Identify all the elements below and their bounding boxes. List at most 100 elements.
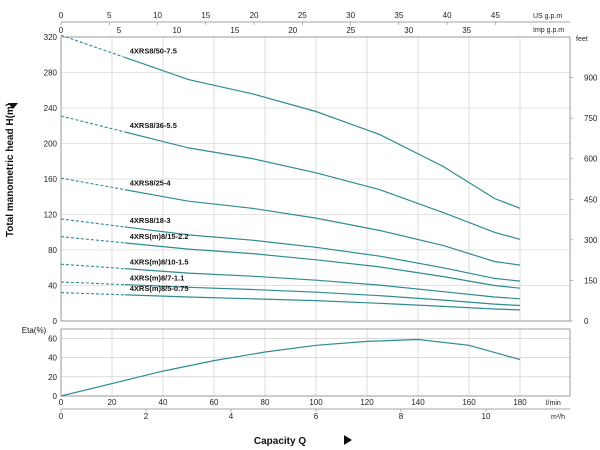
us-gpm-unit-label: US g.p.m xyxy=(533,13,562,20)
head-panel: 0 40 80 120 160 200 240 280 320 0 150 300 450 600 750 9… xyxy=(44,33,598,326)
m3h-tick-label: 6 xyxy=(314,412,319,421)
us-gpm-tick-label: 0 xyxy=(59,11,64,20)
lmin-tick-label: 80 xyxy=(261,398,270,407)
feet-unit-label: feet xyxy=(576,36,588,43)
feet-tick-label: 450 xyxy=(584,195,598,204)
head-curve-5: 4XRS(m)8/10-1.5 xyxy=(60,258,521,300)
m3h-tick-label: 8 xyxy=(399,412,404,421)
imp-gpm-unit-label: Imp g.p.m xyxy=(533,27,564,34)
us-gpm-tick-label: 45 xyxy=(491,11,500,20)
us-gpm-tick-label: 20 xyxy=(250,11,259,20)
lmin-tick-label: 180 xyxy=(513,398,527,407)
eta-panel: 0 20 40 60 xyxy=(48,328,571,401)
capacity-arrow-icon xyxy=(344,435,352,445)
head-curve-dashed xyxy=(60,34,125,58)
lmin-tick-label: 60 xyxy=(210,398,219,407)
head-curve-label: 4XRS(m)8/15-2.2 xyxy=(130,232,189,241)
head-curve-dashed xyxy=(60,177,125,191)
head-curve-label: 4XRS(m)8/5-0.75 xyxy=(130,284,189,293)
feet-tick-label: 750 xyxy=(584,114,598,123)
head-curve-4: 4XRS(m)8/15-2.2 xyxy=(60,232,521,289)
m3h-tick-label: 4 xyxy=(229,412,234,421)
us-gpm-tick-label: 15 xyxy=(201,11,210,20)
head-curve-3: 4XRS8/18-3 xyxy=(60,216,521,282)
head-curve-label: 4XRS8/36-5.5 xyxy=(130,121,177,130)
head-y-tick-label: 240 xyxy=(44,104,58,113)
head-curve-2: 4XRS8/25-4 xyxy=(60,177,521,266)
head-y-tick-label: 280 xyxy=(44,69,58,78)
head-curve-label: 4XRS(m)8/7-1.1 xyxy=(130,274,185,283)
imp-gpm-tick-label: 10 xyxy=(172,26,181,35)
eta-curve-line xyxy=(60,338,521,397)
m3h-tick-label: 0 xyxy=(59,412,64,421)
lmin-tick-label: 20 xyxy=(108,398,117,407)
head-arrow-icon xyxy=(8,103,18,109)
head-curve-line xyxy=(124,189,521,266)
us-gpm-tick-label: 35 xyxy=(394,11,403,20)
head-y-tick-label: 80 xyxy=(48,246,57,255)
imp-gpm-tick-label: 30 xyxy=(404,26,413,35)
head-curve-dashed xyxy=(60,281,125,286)
m3h-unit-label: m³/h xyxy=(551,414,565,421)
lmin-tick-label: 100 xyxy=(309,398,323,407)
lmin-unit-label: l/min xyxy=(546,400,561,407)
head-y-tick-label: 0 xyxy=(53,317,58,326)
feet-tick-label: 300 xyxy=(584,236,598,245)
eta-y-tick-label: 20 xyxy=(48,373,57,382)
feet-tick-label: 900 xyxy=(584,74,598,83)
lmin-tick-label: 140 xyxy=(411,398,425,407)
lmin-tick-label: 160 xyxy=(462,398,476,407)
imp-gpm-tick-label: 20 xyxy=(288,26,297,35)
head-curve-line xyxy=(124,268,521,300)
eta-y-tick-label: 60 xyxy=(48,335,57,344)
head-curve-dashed xyxy=(60,292,125,296)
head-curve-dashed xyxy=(60,236,125,244)
us-gpm-tick-label: 10 xyxy=(153,11,162,20)
m3h-tick-label: 10 xyxy=(482,412,491,421)
head-y-tick-label: 320 xyxy=(44,33,58,42)
head-curve-1: 4XRS8/36-5.5 xyxy=(60,115,521,240)
head-curve-line xyxy=(124,284,521,307)
imp-gpm-tick-label: 25 xyxy=(346,26,355,35)
head-curve-label: 4XRS8/50-7.5 xyxy=(130,46,177,55)
head-curve-0: 4XRS8/50-7.5 xyxy=(60,34,521,209)
head-curve-label: 4XRS8/18-3 xyxy=(130,216,171,225)
head-curve-label: 4XRS8/25-4 xyxy=(130,179,172,188)
head-curve-label: 4XRS(m)8/10-1.5 xyxy=(130,258,189,267)
feet-tick-label: 150 xyxy=(584,276,598,285)
m3h-tick-label: 2 xyxy=(144,412,149,421)
head-curve-line xyxy=(124,226,521,282)
head-curve-7: 4XRS(m)8/5-0.75 xyxy=(60,284,521,311)
lmin-tick-label: 40 xyxy=(159,398,168,407)
lmin-tick-label: 120 xyxy=(360,398,374,407)
head-curve-6: 4XRS(m)8/7-1.1 xyxy=(60,274,521,307)
lmin-tick-label: 0 xyxy=(59,398,64,407)
feet-tick-label: 600 xyxy=(584,155,598,164)
head-y-tick-label: 200 xyxy=(44,140,58,149)
x-axis-title: Capacity Q xyxy=(254,436,306,447)
head-curve-line xyxy=(124,131,521,240)
head-curve-line xyxy=(124,294,521,311)
head-curve-dashed xyxy=(60,218,125,228)
head-curve-line xyxy=(124,242,521,289)
head-y-tick-label: 120 xyxy=(44,211,58,220)
y-axis-title: Total manometric head H(m) xyxy=(5,103,16,237)
us-gpm-tick-label: 30 xyxy=(346,11,355,20)
imp-gpm-tick-label: 15 xyxy=(230,26,239,35)
head-curve-line xyxy=(124,56,521,209)
eta-y-tick-label: 0 xyxy=(53,392,58,401)
head-y-tick-label: 40 xyxy=(48,282,57,291)
us-gpm-tick-label: 25 xyxy=(298,11,307,20)
bottom-axes: 0 20 40 60 80 100 120 140 160 180 0 2 4 6 8 10 xyxy=(59,398,570,421)
us-gpm-tick-label: 5 xyxy=(107,11,112,20)
imp-gpm-tick-label: 5 xyxy=(117,26,122,35)
eta-panel-frame xyxy=(60,328,571,397)
head-curve-dashed xyxy=(60,115,125,133)
eta-axis-title: Eta(%) xyxy=(22,326,47,335)
head-curve-dashed xyxy=(60,263,125,270)
imp-gpm-tick-label: 35 xyxy=(462,26,471,35)
us-gpm-tick-label: 40 xyxy=(443,11,452,20)
feet-tick-label: 0 xyxy=(584,317,589,326)
imp-gpm-tick-label: 0 xyxy=(59,26,64,35)
